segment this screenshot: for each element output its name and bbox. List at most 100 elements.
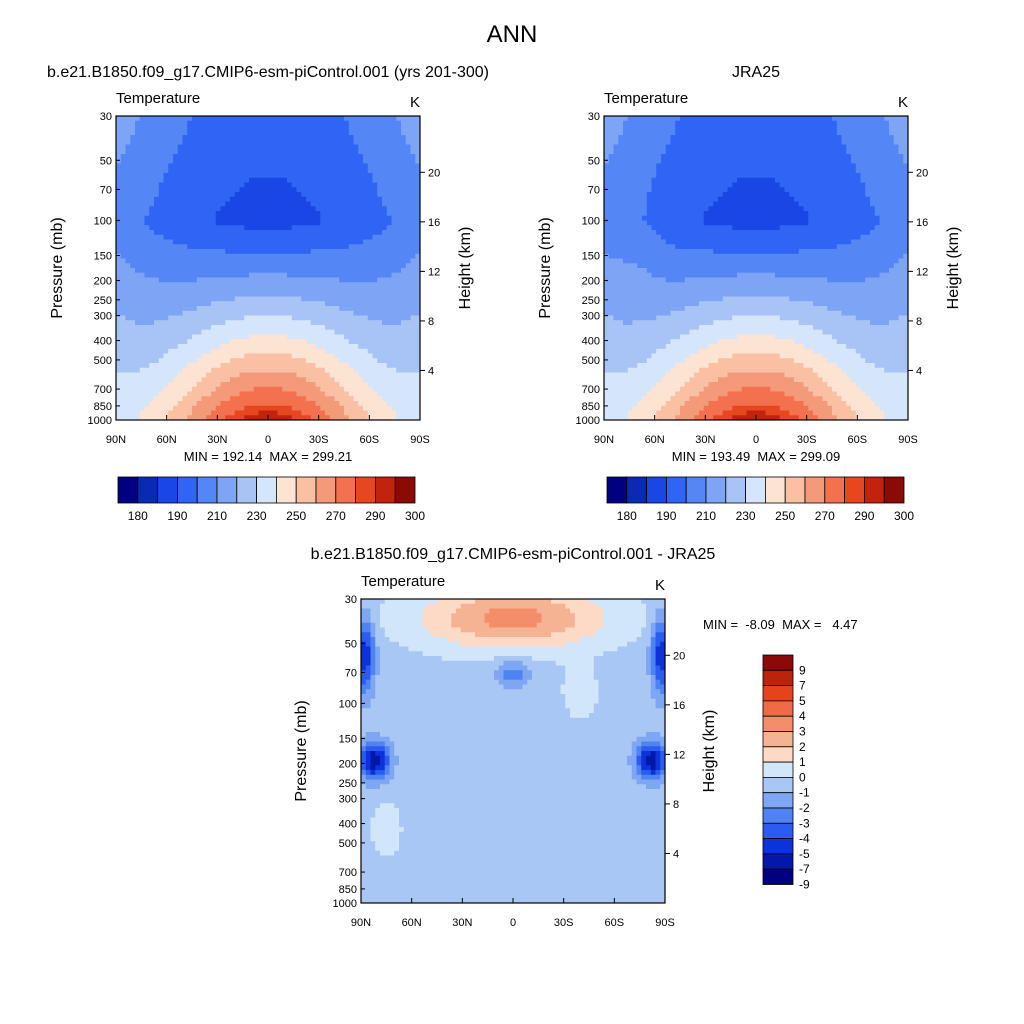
contour-fill-cell bbox=[646, 268, 890, 274]
contour-fill-cell bbox=[827, 358, 866, 364]
contour-fill-cell bbox=[650, 622, 657, 629]
contour-fill-cell bbox=[120, 253, 416, 260]
contour-fill-cell bbox=[574, 618, 604, 624]
contour-fill-cell bbox=[460, 627, 566, 633]
contour-fill-cell bbox=[650, 694, 665, 700]
contour-fill-cell bbox=[641, 741, 661, 747]
contour-fill-cell bbox=[211, 348, 326, 355]
contour-fill-cell bbox=[158, 192, 236, 198]
contour-fill-cell bbox=[484, 618, 543, 624]
contour-fill-cell bbox=[325, 410, 345, 416]
contour-fill-cell bbox=[367, 348, 420, 355]
contour-fill-cell bbox=[367, 168, 420, 174]
contour-fill-cell bbox=[604, 325, 700, 331]
colorbar-swatch bbox=[196, 476, 218, 504]
contour-fill-cell bbox=[813, 325, 908, 331]
contour-fill-cell bbox=[370, 836, 400, 842]
contour-fill-cell bbox=[377, 182, 420, 188]
contour-fill-cell bbox=[116, 339, 188, 345]
contour-fill-cell bbox=[703, 211, 809, 217]
contour-fill-cell bbox=[384, 746, 391, 752]
contour-fill-cell bbox=[234, 192, 302, 198]
contour-fill-cell bbox=[636, 736, 665, 743]
contour-fill-cell bbox=[384, 741, 395, 747]
contour-fill-cell bbox=[694, 372, 729, 378]
contour-fill-cell bbox=[604, 139, 619, 146]
contour-fill-cell bbox=[637, 363, 676, 369]
contour-fill-cell bbox=[234, 296, 302, 302]
height-tick-label: 12 bbox=[916, 266, 928, 278]
colorbar-label: -9 bbox=[799, 878, 810, 892]
contour-fill-cell bbox=[446, 637, 581, 643]
contour-fill-cell bbox=[660, 774, 665, 781]
contour-fill-cell bbox=[389, 746, 395, 752]
contour-fill-cell bbox=[851, 154, 904, 160]
contour-fill-cell bbox=[306, 396, 336, 402]
contour-fill-cell bbox=[370, 703, 566, 709]
pressure-tick-label: 30 bbox=[345, 594, 357, 606]
contour-fill-cell bbox=[380, 613, 424, 619]
model-panel-title: b.e21.B1850.f09_g17.CMIP6-esm-piControl.… bbox=[47, 64, 489, 81]
contour-fill-cell bbox=[623, 320, 634, 326]
model-latitude-axis: 90N 60N 30N 0 30S 60S 90S bbox=[106, 415, 430, 446]
colorbar-label: 7 bbox=[799, 679, 806, 693]
contour-fill-cell bbox=[361, 713, 571, 719]
contour-fill-cell bbox=[320, 211, 388, 217]
contour-fill-cell bbox=[361, 869, 665, 876]
contour-fill-cell bbox=[116, 116, 141, 122]
contour-fill-cell bbox=[646, 211, 705, 217]
contour-fill-cell bbox=[441, 656, 495, 662]
jra25-pressure-axis: 30 50 70 100 150 200 250 300 400 500 700 850 1000 bbox=[576, 111, 608, 427]
contour-fill-cell bbox=[665, 144, 847, 150]
contour-fill-cell bbox=[389, 755, 400, 762]
difference-height-axis-title: Height (km) bbox=[701, 710, 718, 793]
contour-fill-cell bbox=[794, 358, 828, 364]
contour-fill-cell bbox=[187, 339, 231, 345]
contour-fill-cell bbox=[116, 258, 127, 264]
contour-fill-cell bbox=[604, 206, 648, 212]
colorbar-swatch bbox=[824, 476, 845, 504]
height-tick-label: 16 bbox=[673, 700, 685, 712]
contour-fill-cell bbox=[646, 665, 652, 671]
contour-fill-cell bbox=[116, 139, 131, 146]
colorbar-label: -2 bbox=[799, 801, 810, 815]
contour-fill-cell bbox=[277, 410, 302, 416]
contour-fill-cell bbox=[522, 684, 562, 690]
model-colorbar: 180 190 210 230 250 270 290 300 bbox=[117, 476, 425, 523]
contour-fill-cell bbox=[168, 168, 369, 174]
contour-fill-cell bbox=[361, 879, 665, 885]
contour-fill-cell bbox=[116, 263, 131, 269]
contour-fill-cell bbox=[367, 415, 397, 420]
contour-fill-cell bbox=[358, 372, 420, 378]
colorbar-swatch bbox=[762, 777, 794, 794]
contour-fill-cell bbox=[865, 358, 908, 364]
contour-fill-cell bbox=[660, 732, 665, 738]
contour-fill-cell bbox=[608, 253, 904, 260]
jra25-units-label: K bbox=[898, 94, 908, 111]
contour-fill-cell bbox=[187, 391, 212, 397]
contour-fill-cell bbox=[375, 651, 381, 657]
contour-fill-cell bbox=[798, 320, 871, 326]
contour-fill-cell bbox=[646, 732, 661, 738]
contour-fill-cell bbox=[177, 149, 359, 155]
contour-fill-cell bbox=[870, 196, 908, 203]
contour-fill-cell bbox=[158, 182, 245, 188]
contour-fill-cell bbox=[665, 149, 847, 155]
contour-fill-cell bbox=[593, 703, 657, 709]
contour-fill-cell bbox=[655, 656, 665, 662]
contour-fill-cell bbox=[358, 401, 388, 407]
contour-fill-cell bbox=[660, 741, 665, 747]
contour-fill-cell bbox=[851, 158, 904, 165]
contour-fill-cell bbox=[604, 163, 657, 169]
jra25-panel: JRA25 Temperature K 30507010015020025030… bbox=[537, 64, 962, 523]
contour-fill-cell bbox=[116, 215, 146, 222]
contour-fill-cell bbox=[244, 182, 293, 188]
contour-fill-cell bbox=[361, 865, 665, 871]
contour-fill-cell bbox=[603, 613, 647, 619]
contour-fill-cell bbox=[650, 684, 657, 690]
contour-fill-cell bbox=[903, 154, 908, 160]
contour-fill-cell bbox=[230, 196, 307, 203]
contour-fill-cell bbox=[641, 765, 652, 771]
contour-fill-cell bbox=[565, 675, 595, 681]
contour-fill-cell bbox=[451, 618, 486, 624]
